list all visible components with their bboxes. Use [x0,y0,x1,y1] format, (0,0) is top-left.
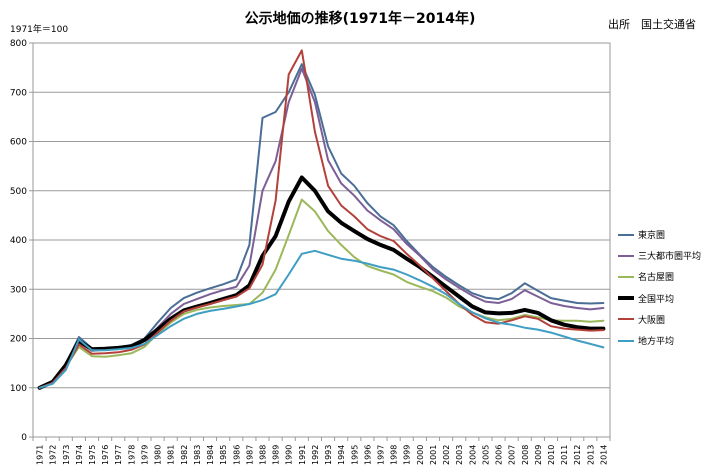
x-tick-label: 1982 [180,445,189,465]
chart-title: 公示地価の推移(1971年－2014年) [244,11,476,27]
y-tick-label: 100 [10,384,27,394]
x-tick-label: 1971 [36,445,45,465]
x-tick-label: 2003 [455,445,464,465]
x-tick-label: 1983 [193,445,202,465]
legend-label: 全国平均 [638,294,675,305]
legend-swatch [618,254,634,257]
x-tick-label: 1994 [337,445,346,465]
x-tick-label: 2005 [481,445,490,465]
x-tick-label: 1989 [272,445,281,465]
x-tick-label: 2004 [468,445,477,465]
x-tick-label: 1973 [62,445,71,465]
y-tick-label: 300 [10,285,27,295]
legend-swatch [618,296,634,301]
y-tick-label: 0 [21,433,27,443]
x-tick-label: 1996 [363,445,372,465]
legend-item: 全国平均 [618,288,718,309]
x-tick-label: 2012 [573,445,582,465]
x-tick-label: 2011 [560,445,569,465]
x-tick-label: 2002 [442,445,451,465]
x-tick-label: 2000 [416,445,425,465]
x-tick-label: 1984 [206,445,215,465]
legend-label: 地方平均 [638,337,675,348]
legend-item: 三大都市圏平均 [618,245,718,266]
x-tick-label: 1999 [403,445,412,465]
x-tick-label: 1976 [101,445,110,465]
x-tick-label: 1987 [245,445,254,465]
series-line-6 [38,249,605,389]
x-tick-label: 2008 [521,445,530,465]
x-tick-label: 2010 [547,445,556,465]
legend-item: 東京圏 [618,224,718,245]
legend-swatch [618,233,634,236]
y-tick-label: 600 [10,138,27,148]
legend-label: 大阪圏 [638,315,666,326]
legend-item: 名古屋圏 [618,266,718,287]
series-line-3 [38,198,605,389]
x-tick-label: 1977 [114,445,123,465]
y-tick-label: 200 [10,335,27,345]
x-tick-label: 1998 [390,445,399,465]
x-tick-label: 1985 [219,445,228,465]
series-line-1 [38,63,605,389]
x-tick-label: 1979 [140,445,149,465]
x-tick-label: 1986 [232,445,241,465]
x-tick-label: 1988 [258,445,267,465]
x-tick-label: 1997 [377,445,386,465]
x-tick-label: 1981 [167,445,176,465]
x-tick-label: 1972 [49,445,58,465]
legend-swatch [618,275,634,278]
legend-swatch [618,318,634,321]
index-base-note: 1971年＝100 [10,25,69,35]
x-tick-label: 1974 [75,445,84,465]
legend-item: 大阪圏 [618,309,718,330]
x-tick-label: 1995 [350,445,359,465]
y-tick-label: 400 [10,236,27,246]
x-tick-label: 2014 [599,445,608,465]
x-tick-label: 2001 [429,445,438,465]
x-tick-label: 1975 [88,445,97,465]
x-tick-label: 1980 [154,445,163,465]
legend-swatch [618,339,634,342]
x-tick-label: 1993 [324,445,333,465]
legend-label: 名古屋圏 [638,273,675,284]
y-tick-label: 800 [10,39,27,49]
x-tick-label: 1990 [285,445,294,465]
series-line-4 [37,175,606,390]
x-tick-label: 2007 [508,445,517,465]
legend-label: 東京圏 [638,231,666,242]
x-tick-label: 2013 [586,445,595,465]
x-tick-label: 1991 [298,445,307,465]
series-line-2 [38,67,605,389]
legend-item: 地方平均 [618,330,718,351]
series-line-5 [38,49,605,389]
y-tick-label: 500 [10,187,27,197]
x-tick-label: 2006 [495,445,504,465]
y-tick-label: 700 [10,88,27,98]
x-tick-label: 2009 [534,445,543,465]
x-tick-label: 1992 [311,445,320,465]
source-note: 出所 国土交通省 [608,18,696,31]
chart-legend: 東京圏三大都市圏平均 名古屋圏全国平均大阪圏地方平均 [618,224,718,351]
legend-label: 三大都市圏平均 [638,252,702,263]
x-tick-label: 1978 [127,445,136,465]
